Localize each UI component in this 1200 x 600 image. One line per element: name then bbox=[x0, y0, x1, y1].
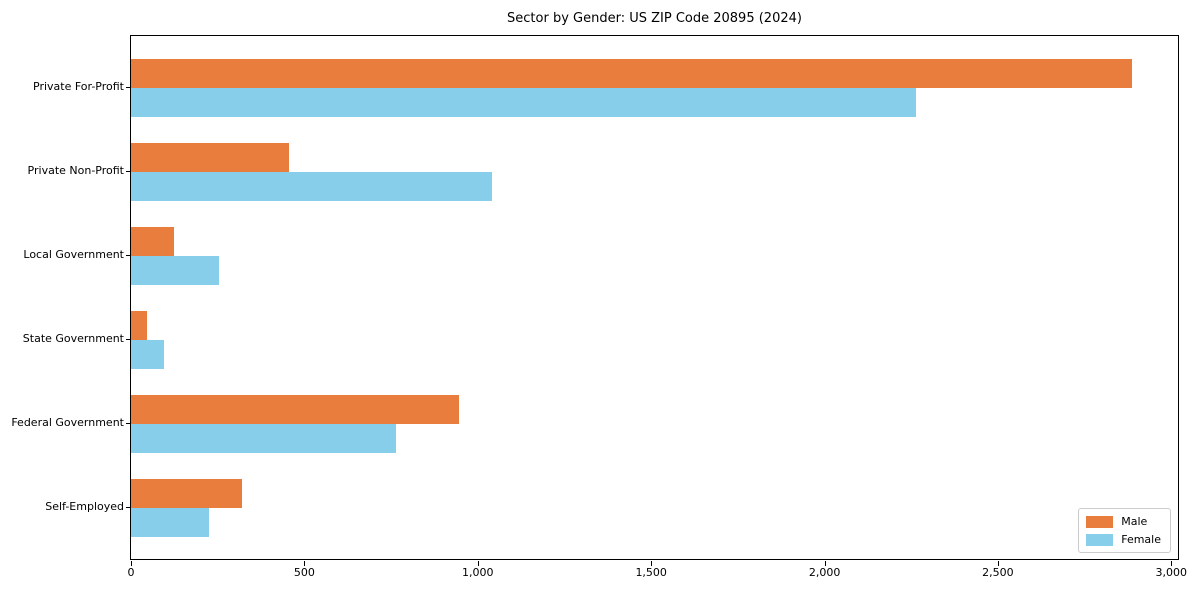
bar-female-state-government bbox=[131, 340, 164, 369]
x-tick-mark bbox=[477, 561, 479, 566]
x-tick-label-2000: 2,000 bbox=[808, 566, 841, 579]
legend-item-female: Female bbox=[1086, 533, 1161, 546]
x-tick-mark bbox=[131, 561, 132, 566]
legend-item-male: Male bbox=[1086, 515, 1161, 528]
y-tick-mark bbox=[126, 255, 131, 256]
legend: Male Female bbox=[1078, 508, 1171, 553]
x-tick-label-2500: 2,500 bbox=[982, 566, 1014, 579]
legend-swatch-male bbox=[1086, 515, 1114, 528]
bar-female-self-employed bbox=[131, 508, 209, 537]
y-tick-label-private-for-profit: Private For-Profit bbox=[33, 80, 124, 93]
x-tick-mark bbox=[304, 561, 306, 566]
y-tick-mark bbox=[126, 507, 131, 508]
x-tick-mark bbox=[824, 561, 826, 566]
bar-male-local-government bbox=[131, 227, 175, 256]
bar-male-federal-government bbox=[131, 395, 459, 424]
y-tick-label-federal-government: Federal Government bbox=[11, 416, 124, 429]
y-tick-mark bbox=[126, 87, 131, 88]
x-tick-mark bbox=[1171, 561, 1173, 566]
bar-male-private-for-profit bbox=[131, 59, 1132, 88]
x-tick-label-1500: 1,500 bbox=[635, 566, 667, 579]
x-tick-label-3000: 3,000 bbox=[1155, 566, 1188, 579]
y-tick-label-state-government: State Government bbox=[22, 332, 124, 345]
x-tick-mark bbox=[651, 561, 653, 566]
y-tick-mark bbox=[126, 423, 131, 424]
legend-swatch-female bbox=[1086, 533, 1114, 546]
y-tick-label-self-employed: Self-Employed bbox=[45, 500, 124, 513]
x-tick-mark bbox=[997, 561, 999, 566]
y-tick-mark bbox=[126, 339, 131, 340]
legend-label-male: Male bbox=[1121, 515, 1148, 528]
bar-male-private-non-profit bbox=[131, 143, 289, 172]
y-tick-mark bbox=[126, 171, 131, 172]
bar-male-state-government bbox=[131, 311, 147, 340]
chart-title: Sector by Gender: US ZIP Code 20895 (202… bbox=[507, 11, 802, 26]
x-tick-label-500: 500 bbox=[293, 566, 315, 579]
bar-female-private-for-profit bbox=[131, 88, 917, 117]
x-tick-label-0: 0 bbox=[127, 566, 135, 579]
plot-area: Male Female bbox=[130, 35, 1179, 560]
bar-female-federal-government bbox=[131, 424, 397, 453]
legend-label-female: Female bbox=[1121, 533, 1161, 546]
bar-female-local-government bbox=[131, 256, 220, 285]
y-tick-label-private-non-profit: Private Non-Profit bbox=[27, 164, 124, 177]
x-tick-label-1000: 1,000 bbox=[462, 566, 494, 579]
bar-female-private-non-profit bbox=[131, 172, 492, 201]
y-tick-label-local-government: Local Government bbox=[23, 248, 124, 261]
bar-male-self-employed bbox=[131, 479, 242, 508]
